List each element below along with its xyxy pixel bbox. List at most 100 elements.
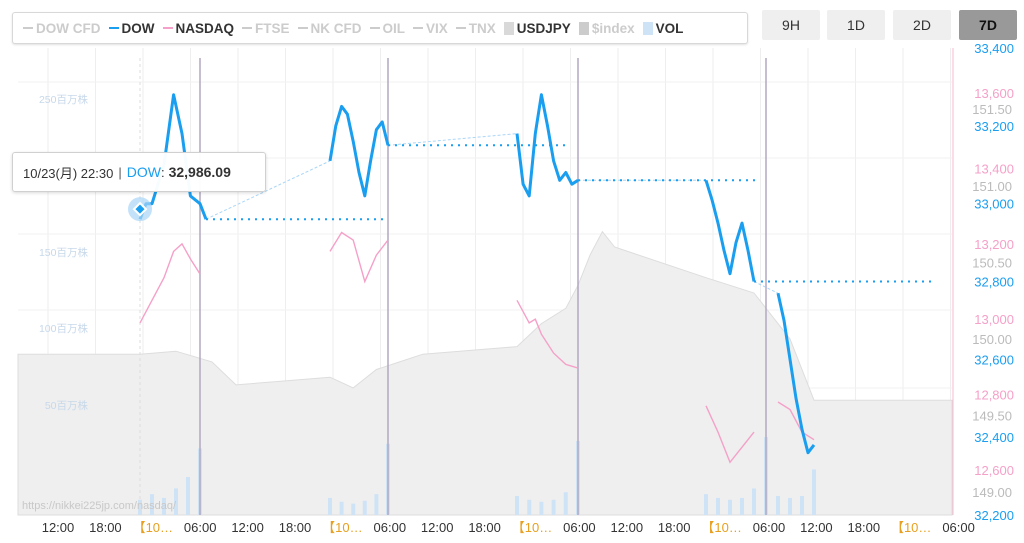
nasdaq-line <box>329 231 389 284</box>
watermark: https://nikkei225jp.com/nasdaq/ <box>22 500 177 512</box>
tooltip-time: 10/23(月) 22:30 <box>23 165 114 181</box>
x-axis-label: 【10… <box>512 520 552 535</box>
range-button-2d[interactable]: 2D <box>893 10 951 40</box>
legend-symbol <box>455 27 466 29</box>
legend-item-dow-cfd[interactable]: DOW CFD <box>23 21 101 36</box>
volume-bar <box>788 497 792 515</box>
x-axis-label: 【10… <box>891 520 931 535</box>
legend-item-vix[interactable]: VIX <box>413 21 448 36</box>
nasdaq-axis-label: 12,600 <box>974 463 1014 478</box>
dow-axis-label: 32,600 <box>974 352 1014 367</box>
usdjpy-area <box>17 230 953 516</box>
dow-line <box>328 104 390 198</box>
range-button-1d[interactable]: 1D <box>827 10 885 40</box>
legend-label: VOL <box>655 20 684 36</box>
legend-symbol <box>503 21 514 35</box>
tooltip-series-name: DOW <box>126 164 161 180</box>
volume-bar <box>362 500 367 516</box>
x-axis-label: 18:00 <box>468 520 501 535</box>
legend-label: OIL <box>382 20 406 36</box>
x-axis-label: 12:00 <box>421 520 454 535</box>
legend-item-dow[interactable]: DOW <box>108 20 155 36</box>
x-axis-label: 12:00 <box>611 520 644 535</box>
legend-symbol <box>578 21 589 35</box>
volume-bar <box>740 497 744 515</box>
volume-axis-label: 150百万株 <box>39 246 89 259</box>
nasdaq-axis-label: 13,600 <box>974 86 1014 101</box>
legend-item-nk-cfd[interactable]: NK CFD <box>297 21 362 36</box>
legend-item-nasdaq[interactable]: NASDAQ <box>162 21 234 36</box>
dow-gap-connector <box>753 281 779 294</box>
legend-item-oil[interactable]: OIL <box>369 20 406 36</box>
volume-bar <box>539 501 544 515</box>
x-axis-label: 18:00 <box>89 520 122 535</box>
volume-bar <box>186 477 190 515</box>
volume-bar <box>704 494 708 515</box>
usdjpy-axis-label: 151.00 <box>972 179 1012 194</box>
nasdaq-axis-label: 13,400 <box>974 162 1014 177</box>
volume-bar <box>728 499 732 515</box>
volume-bar <box>351 503 356 515</box>
dow-gap-connector <box>205 160 331 220</box>
legend-item-index[interactable]: $index <box>578 21 635 36</box>
volume-axis-label: 50百万株 <box>45 399 89 412</box>
dow-line <box>776 292 816 455</box>
x-axis-label: 12:00 <box>42 520 75 535</box>
legend-item-vol[interactable]: VOL <box>642 20 684 36</box>
volume-bar <box>563 492 568 515</box>
tooltip-value: 32,986.09 <box>168 164 231 180</box>
volume-bar <box>716 497 720 515</box>
x-axis-label: 12:00 <box>800 520 833 535</box>
legend-item-tnx[interactable]: TNX <box>455 20 496 36</box>
volume-axis-label: 250百万株 <box>39 93 89 106</box>
legend-symbol <box>242 27 253 29</box>
volume-bar <box>515 496 519 515</box>
legend-symbol <box>108 27 119 29</box>
legend-symbol <box>413 27 424 29</box>
legend-label: USDJPY <box>516 20 571 36</box>
usdjpy-axis-label: 150.50 <box>972 255 1012 270</box>
x-axis-label: 18:00 <box>279 520 312 535</box>
tooltip-separator: | <box>118 164 122 180</box>
x-axis-label: 12:00 <box>231 520 264 535</box>
dow-axis-label: 33,000 <box>974 197 1014 212</box>
legend-label: TNX <box>468 20 496 36</box>
nasdaq-line <box>139 242 201 324</box>
volume-bar <box>527 499 532 515</box>
dow-axis-label: 33,200 <box>974 119 1014 134</box>
dow-axis-label: 32,400 <box>974 430 1014 445</box>
legend-label: DOW <box>121 20 155 36</box>
range-button-9h[interactable]: 9H <box>762 10 820 40</box>
legend-symbol <box>297 27 308 29</box>
dow-axis-label: 33,400 <box>974 41 1014 56</box>
usdjpy-axis-label: 151.50 <box>972 102 1012 117</box>
volume-bar <box>374 494 379 515</box>
legend-label: VIX <box>426 20 448 36</box>
legend-label: DOW CFD <box>36 20 101 36</box>
volume-bar <box>812 469 816 515</box>
x-axis-label: 【10… <box>701 520 741 535</box>
tooltip-colon: : <box>160 164 165 180</box>
legend-symbol <box>162 27 173 29</box>
x-axis-label: 06:00 <box>753 520 786 535</box>
legend-item-ftse[interactable]: FTSE <box>242 21 290 36</box>
usdjpy-axis-label: 150.00 <box>972 332 1012 347</box>
x-axis-label: 06:00 <box>374 520 407 535</box>
dow-line <box>515 93 579 198</box>
x-axis-label: 06:00 <box>563 520 596 535</box>
range-button-7d[interactable]: 7D <box>959 10 1017 40</box>
volume-bar <box>328 497 332 515</box>
volume-bar <box>162 497 166 515</box>
nasdaq-axis-label: 12,800 <box>974 387 1014 402</box>
volume-bar <box>138 499 142 515</box>
legend-item-usdjpy[interactable]: USDJPY <box>503 20 571 36</box>
volume-bar <box>339 501 344 515</box>
legend-symbol <box>642 21 653 35</box>
volume-bar <box>551 499 556 515</box>
legend-symbol <box>369 27 380 29</box>
nasdaq-line <box>705 405 755 464</box>
x-axis-label: 06:00 <box>184 520 217 535</box>
volume-bar <box>776 496 780 515</box>
nasdaq-line <box>777 401 815 441</box>
x-axis-label: 【10… <box>322 520 362 535</box>
